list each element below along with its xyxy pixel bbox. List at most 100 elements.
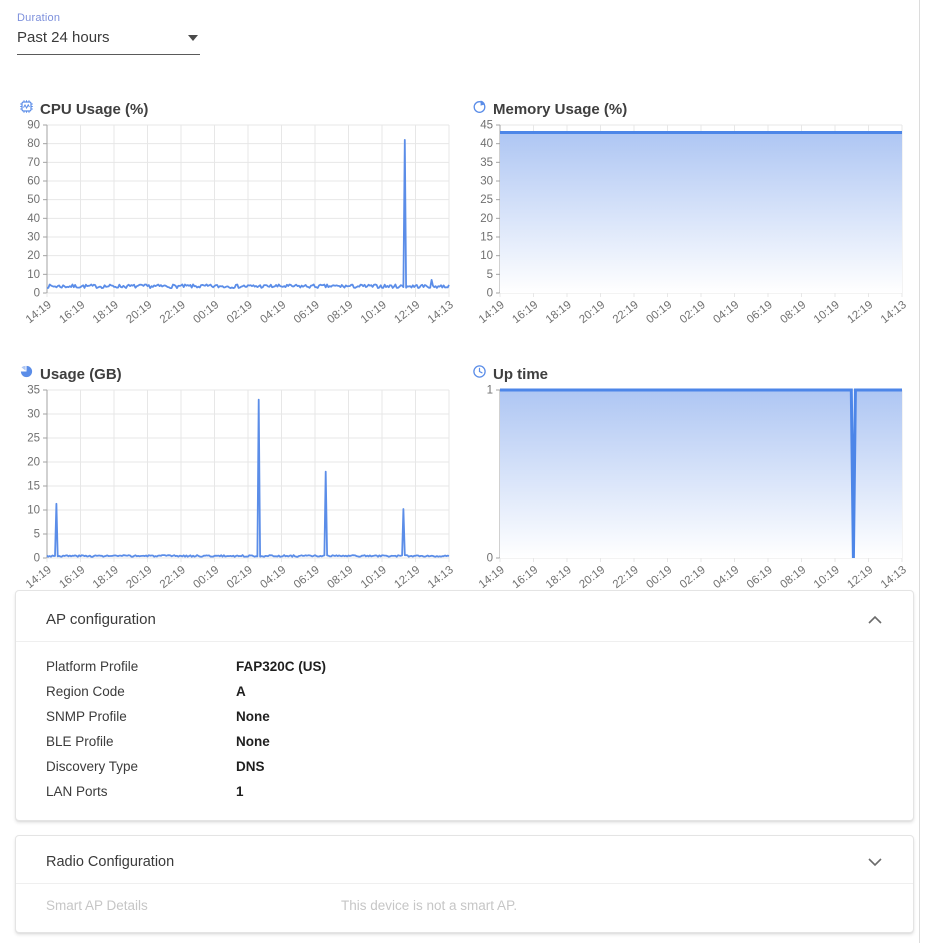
config-row-ble-profile: BLE Profile None [46, 729, 883, 754]
svg-text:10:19: 10:19 [812, 299, 842, 326]
svg-text:10: 10 [27, 269, 40, 281]
duration-value: Past 24 hours [17, 29, 110, 46]
svg-text:10: 10 [27, 505, 40, 517]
svg-text:25: 25 [27, 433, 40, 445]
svg-text:15: 15 [27, 481, 40, 493]
dropdown-caret-icon[interactable] [188, 34, 198, 41]
chevron-up-icon[interactable] [867, 615, 883, 625]
svg-text:02:19: 02:19 [678, 299, 708, 326]
config-row-lan-ports: LAN Ports 1 [46, 779, 883, 804]
svg-text:12:19: 12:19 [845, 564, 875, 591]
svg-text:14:13: 14:13 [426, 564, 456, 591]
svg-text:50: 50 [27, 194, 40, 206]
chart-memory-usage: Memory Usage (%) 0 5 10 15 20 25 30 35 40 45 14:19… [470, 100, 910, 353]
chart-cpu-usage: CPU Usage (%) 0 10 20 30 40 50 60 70 80 90 14:19 16… [17, 100, 457, 353]
svg-text:5: 5 [487, 269, 493, 281]
field-value: None [236, 709, 270, 724]
field-label: BLE Profile [46, 734, 114, 749]
svg-text:16:19: 16:19 [57, 299, 87, 326]
svg-text:16:19: 16:19 [57, 564, 87, 591]
config-row-region-code: Region Code A [46, 679, 883, 704]
svg-text:02:19: 02:19 [225, 299, 255, 326]
svg-text:04:19: 04:19 [258, 299, 288, 326]
config-row-platform-profile: Platform Profile FAP320C (US) [46, 654, 883, 679]
memory-icon [472, 99, 487, 119]
svg-text:18:19: 18:19 [544, 299, 574, 326]
svg-text:08:19: 08:19 [325, 299, 355, 326]
svg-text:20:19: 20:19 [124, 299, 154, 326]
svg-text:18:19: 18:19 [91, 564, 121, 591]
svg-text:14:19: 14:19 [24, 299, 54, 326]
svg-text:18:19: 18:19 [91, 299, 121, 326]
up-time-plot[interactable]: 0 1 14:19 16:19 18:19 20:19 22:19 00:19 02:19 04:… [470, 384, 910, 618]
usage-gb-plot[interactable]: 0 5 10 15 20 25 30 35 14:19 16:19 18:19 20:19 22:19 0… [17, 384, 457, 618]
svg-text:08:19: 08:19 [778, 299, 808, 326]
svg-text:22:19: 22:19 [158, 299, 188, 326]
scrollbar-track[interactable] [919, 0, 920, 943]
charts-grid: CPU Usage (%) 0 10 20 30 40 50 60 70 80 90 14:19 16… [17, 100, 910, 618]
field-label: Platform Profile [46, 659, 139, 674]
ap-configuration-rows: Platform Profile FAP320C (US) Region Cod… [16, 642, 913, 822]
field-label: Region Code [46, 684, 125, 699]
svg-text:25: 25 [480, 194, 493, 206]
svg-text:20:19: 20:19 [577, 564, 607, 591]
duration-select[interactable]: Duration Past 24 hours [17, 12, 200, 55]
svg-text:10: 10 [480, 250, 493, 262]
svg-text:00:19: 00:19 [644, 564, 674, 591]
svg-text:06:19: 06:19 [745, 299, 775, 326]
svg-text:00:19: 00:19 [191, 299, 221, 326]
svg-text:22:19: 22:19 [611, 564, 641, 591]
config-row-snmp-profile: SNMP Profile None [46, 704, 883, 729]
field-value: A [236, 684, 246, 699]
svg-text:00:19: 00:19 [191, 564, 221, 591]
svg-text:60: 60 [27, 176, 40, 188]
ap-configuration-header[interactable]: AP configuration [16, 591, 913, 641]
svg-text:90: 90 [27, 120, 40, 132]
svg-text:00:19: 00:19 [644, 299, 674, 326]
ap-configuration-title: AP configuration [46, 611, 156, 628]
svg-text:40: 40 [480, 138, 493, 150]
svg-text:20: 20 [27, 250, 40, 262]
svg-text:80: 80 [27, 138, 40, 150]
svg-text:0: 0 [34, 553, 40, 565]
chart-up-time: Up time 0 1 14:19 16:19 18:19 20:19 22:19 00:19… [470, 365, 910, 618]
cpu-usage-plot[interactable]: 0 10 20 30 40 50 60 70 80 90 14:19 16:19 18:19 20:19 2… [17, 119, 457, 353]
ap-configuration-card: AP configuration Platform Profile FAP320… [15, 590, 914, 821]
duration-label: Duration [17, 12, 61, 24]
radio-configuration-header[interactable]: Radio Configuration [16, 836, 913, 883]
uptime-icon [472, 364, 487, 384]
svg-text:06:19: 06:19 [292, 564, 322, 591]
svg-text:04:19: 04:19 [711, 299, 741, 326]
svg-text:5: 5 [34, 529, 40, 541]
svg-text:14:19: 14:19 [477, 299, 507, 326]
divider [16, 883, 913, 884]
svg-text:14:19: 14:19 [477, 564, 507, 591]
chart-usage-gb: Usage (GB) 0 5 10 15 20 25 30 35 14:19 16:19 18:19… [17, 365, 457, 618]
svg-text:1: 1 [487, 385, 493, 397]
svg-text:30: 30 [480, 176, 493, 188]
svg-text:30: 30 [27, 409, 40, 421]
smart-ap-details-row: Smart AP Details This device is not a sm… [16, 884, 913, 929]
svg-text:45: 45 [480, 120, 493, 132]
chart-title: Memory Usage (%) [493, 100, 628, 118]
svg-text:0: 0 [34, 288, 40, 300]
field-label: Discovery Type [46, 759, 139, 774]
field-value: 1 [236, 784, 244, 799]
smart-ap-details-message: This device is not a smart AP. [341, 898, 518, 913]
svg-text:30: 30 [27, 232, 40, 244]
svg-text:06:19: 06:19 [745, 564, 775, 591]
field-value: FAP320C (US) [236, 659, 327, 674]
svg-text:16:19: 16:19 [510, 564, 540, 591]
smart-ap-details-label: Smart AP Details [46, 898, 148, 913]
chevron-down-icon[interactable] [867, 857, 883, 867]
svg-text:02:19: 02:19 [225, 564, 255, 591]
svg-text:18:19: 18:19 [544, 564, 574, 591]
svg-text:0: 0 [487, 553, 493, 565]
svg-text:12:19: 12:19 [392, 299, 422, 326]
svg-text:15: 15 [480, 232, 493, 244]
svg-text:12:19: 12:19 [845, 299, 875, 326]
memory-usage-plot[interactable]: 0 5 10 15 20 25 30 35 40 45 14:19 16:19 18:19 20:19 22… [470, 119, 910, 353]
field-label: LAN Ports [46, 784, 108, 799]
field-value: None [236, 734, 270, 749]
svg-text:20: 20 [480, 213, 493, 225]
